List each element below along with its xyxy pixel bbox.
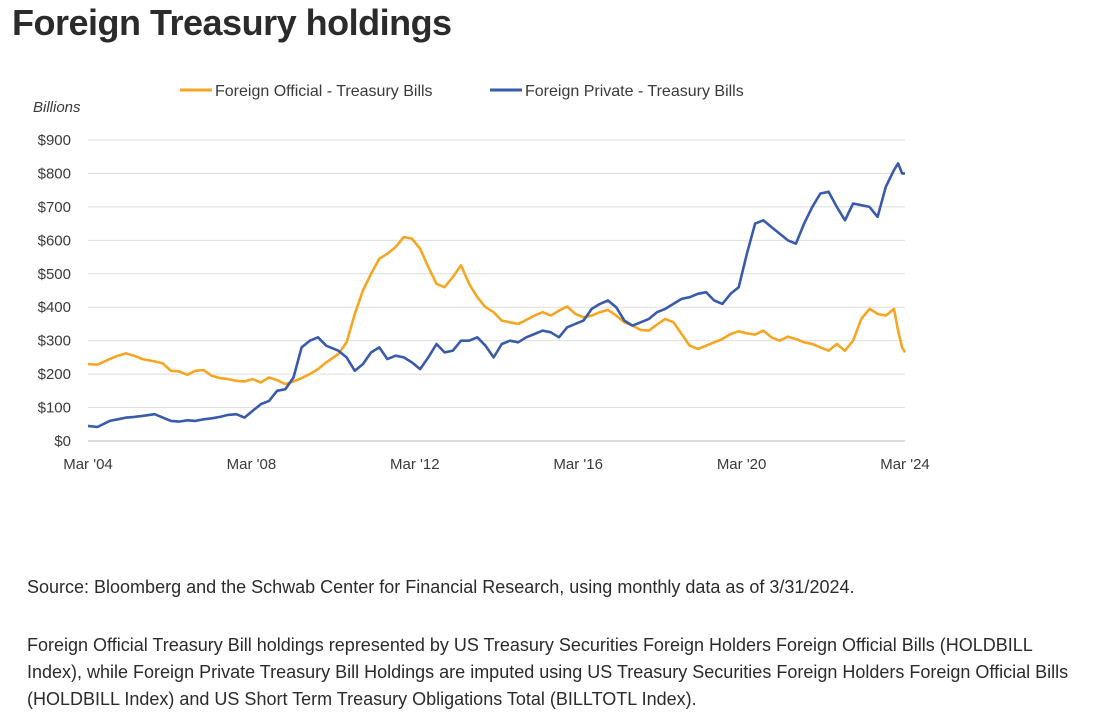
y-tick-label: $900 (38, 132, 71, 149)
y-tick-label: $0 (54, 433, 71, 450)
y-tick-label: $400 (38, 299, 71, 316)
page-title: Foreign Treasury holdings (12, 2, 452, 43)
chart-legend: Foreign Official - Treasury Bills Foreign… (180, 83, 744, 100)
y-tick-label: $200 (38, 366, 71, 383)
chart-gridlines (88, 139, 905, 409)
y-tick-label: $300 (38, 333, 71, 350)
legend-item: Foreign Private - Treasury Bills (490, 83, 744, 100)
y-tick-label: $700 (38, 199, 71, 216)
y-tick-label: $500 (38, 266, 71, 283)
y-tick-label: $800 (38, 165, 71, 182)
legend-label: Foreign Private - Treasury Bills (525, 83, 744, 100)
legend-item: Foreign Official - Treasury Bills (180, 83, 433, 100)
y-tick-label: $100 (38, 400, 71, 417)
x-tick-label: Mar '24 (880, 456, 930, 473)
series-line-foreign-private (87, 162, 905, 429)
x-tick-label: Mar '20 (717, 456, 767, 473)
series-line-foreign-official (87, 235, 907, 386)
y-axis-label: Billions (33, 99, 81, 116)
legend-label: Foreign Official - Treasury Bills (215, 83, 433, 100)
x-axis-ticks: Mar '04 Mar '08 Mar '12 Mar '16 Mar '20 Mar '… (63, 456, 930, 473)
x-tick-label: Mar '12 (390, 456, 440, 473)
chart-series (87, 162, 907, 429)
x-tick-label: Mar '16 (553, 456, 603, 473)
y-axis-ticks: $0 $100 $200 $300 $400 $500 $600 $700 $800 $900 (38, 132, 71, 450)
source-note: Source: Bloomberg and the Schwab Center … (27, 577, 855, 597)
x-tick-label: Mar '04 (63, 456, 113, 473)
x-tick-label: Mar '08 (227, 456, 277, 473)
y-tick-label: $600 (38, 232, 71, 249)
line-chart: $0 $100 $200 $300 $400 $500 $600 $700 $800 $900 M… (33, 83, 930, 473)
methodology-note: Foreign Official Treasury Bill holdings … (27, 635, 1069, 709)
